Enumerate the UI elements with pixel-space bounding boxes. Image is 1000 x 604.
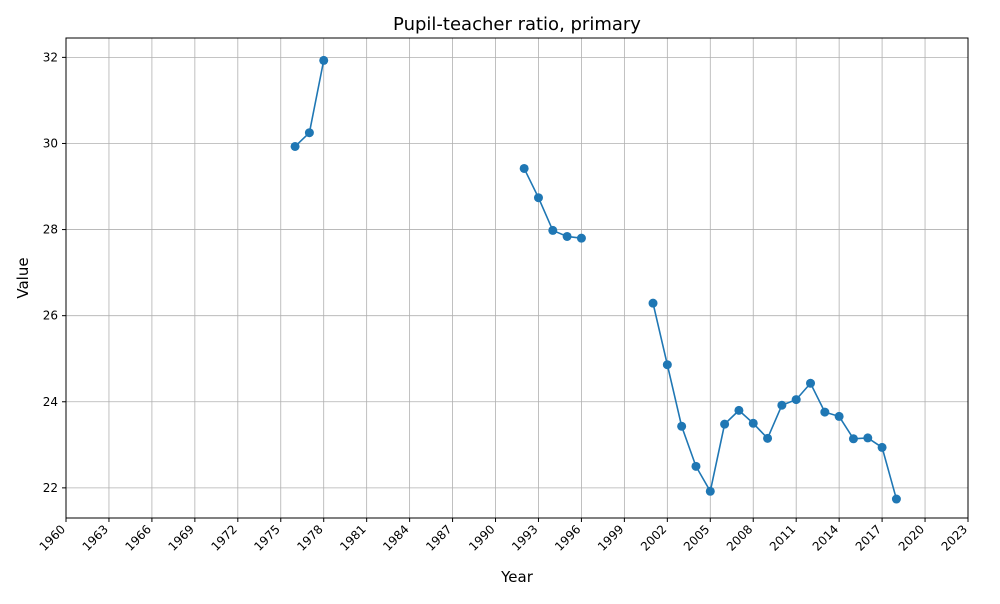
y-tick-label: 32 (43, 50, 58, 64)
data-point (548, 225, 558, 235)
series-layer (290, 55, 901, 504)
data-point (877, 442, 887, 452)
x-axis-ticks: 1960 1963 1966 1969 1972 1975 1978 1981 1984 1987… (37, 518, 970, 554)
data-point (806, 378, 816, 388)
x-tick-label: 1978 (294, 522, 325, 553)
x-tick-label: 2023 (939, 522, 970, 553)
x-tick-label: 1969 (165, 522, 196, 553)
x-tick-label: 1963 (80, 522, 111, 553)
x-tick-label: 1996 (552, 522, 583, 553)
x-tick-label: 2002 (638, 522, 669, 553)
data-point (576, 233, 586, 243)
x-tick-label: 2011 (767, 522, 798, 553)
x-tick-label: 2008 (724, 522, 755, 553)
x-tick-label: 1999 (595, 522, 626, 553)
data-point (290, 141, 300, 151)
data-point (562, 231, 572, 241)
data-point (891, 494, 901, 504)
data-point (319, 55, 329, 65)
data-point (648, 298, 658, 308)
data-point (820, 407, 830, 417)
x-tick-label: 1984 (380, 522, 411, 553)
x-tick-label: 2017 (853, 522, 884, 553)
x-axis-label: Year (500, 568, 534, 586)
y-tick-label: 22 (43, 481, 58, 495)
data-point (791, 395, 801, 405)
data-point (748, 418, 758, 428)
x-tick-label: 1987 (423, 522, 454, 553)
data-point (533, 193, 543, 203)
plot-frame (65, 37, 969, 519)
x-tick-label: 2020 (896, 522, 927, 553)
y-tick-label: 28 (43, 223, 58, 237)
grid (65, 38, 969, 518)
series-line-segment (652, 302, 898, 500)
data-point (705, 486, 715, 496)
data-point (734, 405, 744, 415)
data-point (777, 400, 787, 410)
data-point (848, 434, 858, 444)
chart-title: Pupil-teacher ratio, primary (393, 14, 641, 35)
x-tick-label: 2014 (810, 522, 841, 553)
data-point (304, 128, 314, 138)
x-tick-label: 2005 (681, 522, 712, 553)
y-axis-ticks: 22 24 26 28 30 32 (43, 50, 66, 495)
data-point (863, 433, 873, 443)
data-point (834, 411, 844, 421)
data-point (662, 360, 672, 370)
data-point (720, 419, 730, 429)
data-point (691, 461, 701, 471)
y-tick-label: 24 (43, 395, 58, 409)
data-point (763, 433, 773, 443)
x-tick-label: 1990 (466, 522, 497, 553)
data-point (519, 163, 529, 173)
y-tick-label: 30 (43, 136, 58, 150)
x-tick-label: 1975 (251, 522, 282, 553)
data-point (677, 421, 687, 431)
x-tick-label: 1966 (123, 522, 154, 553)
x-tick-label: 1993 (509, 522, 540, 553)
x-tick-label: 1972 (208, 522, 239, 553)
y-axis-label: Value (14, 257, 32, 298)
y-tick-label: 26 (43, 309, 58, 323)
x-tick-label: 1960 (37, 522, 68, 553)
x-tick-label: 1981 (337, 522, 368, 553)
